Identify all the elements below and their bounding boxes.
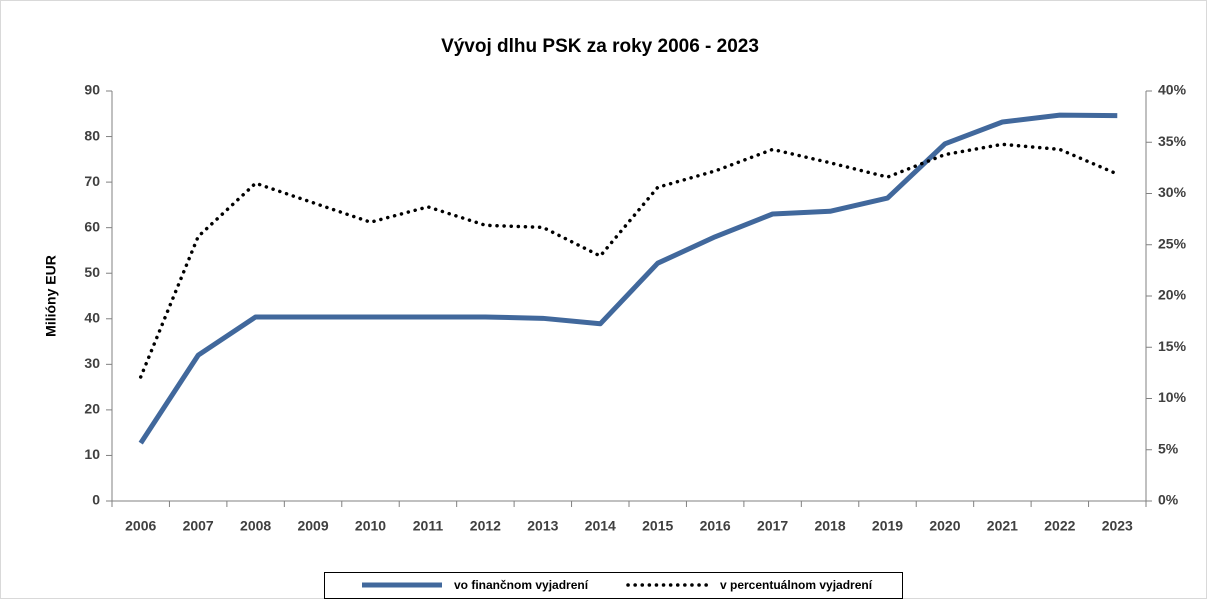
x-tick-label: 2018 — [814, 518, 845, 534]
y-tick-label: 10 — [84, 446, 100, 462]
x-tick-label: 2010 — [355, 518, 386, 534]
y-tick-label: 90 — [84, 82, 100, 98]
x-tick-label: 2020 — [929, 518, 960, 534]
y2-tick-label: 40% — [1158, 82, 1187, 98]
x-tick-label: 2023 — [1102, 518, 1133, 534]
x-tick-label: 2007 — [183, 518, 214, 534]
x-tick-label: 2015 — [642, 518, 673, 534]
y2-tick-label: 10% — [1158, 389, 1187, 405]
data-line — [138, 112, 1118, 445]
legend-label: v percentuálnom vyjadrení — [720, 578, 873, 592]
y2-tick-label: 15% — [1158, 338, 1187, 354]
x-tick-label: 2021 — [987, 518, 1018, 534]
y2-tick-label: 20% — [1158, 287, 1187, 303]
y-tick-label: 60 — [84, 218, 100, 234]
x-tick-label: 2022 — [1044, 518, 1075, 534]
x-tick-label: 2011 — [413, 518, 444, 534]
x-tick-label: 2009 — [297, 518, 328, 534]
y-tick-label: 80 — [84, 127, 100, 143]
x-tick-label: 2014 — [585, 518, 616, 534]
x-tick-label: 2008 — [240, 518, 271, 534]
x-tick-label: 2013 — [527, 518, 558, 534]
legend-label: vo finančnom vyjadrení — [454, 578, 589, 592]
data-line — [138, 142, 1120, 379]
y2-tick-label: 25% — [1158, 235, 1187, 251]
x-tick-label: 2017 — [757, 518, 788, 534]
x-tick-label: 2016 — [700, 518, 731, 534]
y2-tick-label: 0% — [1158, 492, 1179, 508]
y-tick-label: 50 — [84, 264, 100, 280]
x-tick-label: 2012 — [470, 518, 501, 534]
x-tick-label: 2006 — [125, 518, 156, 534]
chart-title: Vývoj dlhu PSK za roky 2006 - 2023 — [441, 36, 759, 57]
x-tick-label: 2019 — [872, 518, 903, 534]
y2-tick-label: 5% — [1158, 440, 1179, 456]
y2-tick-label: 35% — [1158, 133, 1187, 149]
y-tick-label: 30 — [84, 355, 100, 371]
y-tick-label: 0 — [92, 492, 100, 508]
y-tick-label: 70 — [84, 173, 100, 189]
y-tick-label: 20 — [84, 401, 100, 417]
y2-tick-label: 30% — [1158, 184, 1187, 200]
y-tick-label: 40 — [84, 309, 100, 325]
y-axis-label: Milióny EUR — [43, 255, 59, 337]
